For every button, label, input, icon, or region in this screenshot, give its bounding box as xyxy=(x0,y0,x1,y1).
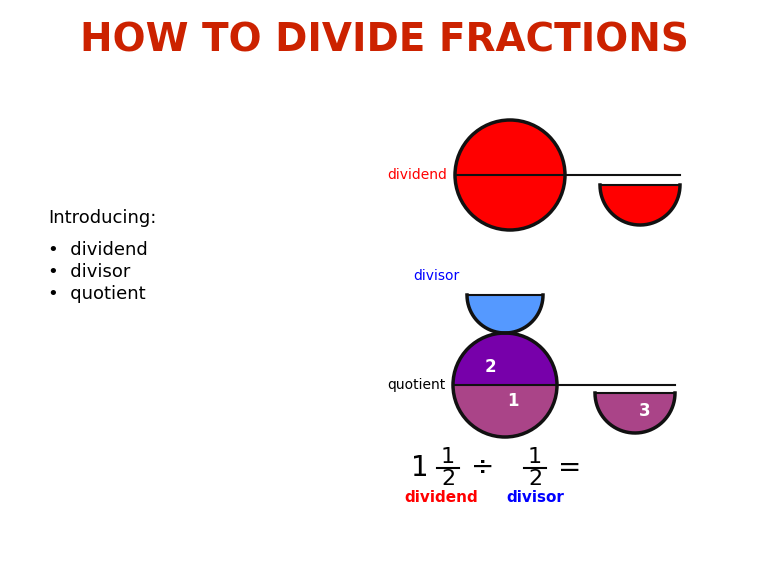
Text: quotient: quotient xyxy=(387,378,445,392)
Text: 1: 1 xyxy=(441,447,455,467)
Text: 2: 2 xyxy=(484,358,496,376)
Text: 2: 2 xyxy=(528,469,542,489)
Polygon shape xyxy=(453,385,557,437)
Text: 1: 1 xyxy=(528,447,542,467)
Polygon shape xyxy=(453,333,557,385)
Text: •  dividend: • dividend xyxy=(48,241,147,259)
Text: 3: 3 xyxy=(639,402,650,420)
Text: divisor: divisor xyxy=(506,491,564,506)
Text: ÷: ÷ xyxy=(472,454,495,482)
Text: 2: 2 xyxy=(441,469,455,489)
Text: HOW TO DIVIDE FRACTIONS: HOW TO DIVIDE FRACTIONS xyxy=(80,21,688,59)
Circle shape xyxy=(455,120,565,230)
Polygon shape xyxy=(600,185,680,225)
Text: 1: 1 xyxy=(507,392,518,410)
Polygon shape xyxy=(595,393,675,433)
Polygon shape xyxy=(467,295,543,333)
Text: •  quotient: • quotient xyxy=(48,285,146,303)
Text: =: = xyxy=(558,454,581,482)
Text: dividend: dividend xyxy=(404,491,478,506)
Text: Introducing:: Introducing: xyxy=(48,209,157,227)
Text: •  divisor: • divisor xyxy=(48,263,131,281)
Text: divisor: divisor xyxy=(412,269,459,283)
Text: dividend: dividend xyxy=(387,168,447,182)
Text: 1: 1 xyxy=(411,454,429,482)
